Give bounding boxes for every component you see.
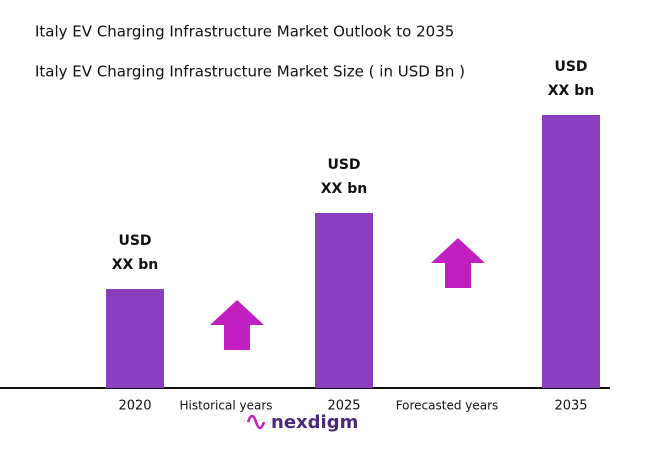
x-tick-label: 2025 bbox=[327, 399, 360, 414]
value-label: USD XX bn bbox=[547, 59, 595, 99]
bar bbox=[106, 289, 164, 388]
value-label: USD XX bn bbox=[320, 157, 368, 197]
value-label: USD XX bn bbox=[111, 233, 159, 273]
annotation: Historical years bbox=[179, 399, 272, 413]
x-tick-label: 2020 bbox=[118, 399, 151, 414]
logo: nexdigm bbox=[271, 412, 358, 433]
arrow bbox=[210, 300, 264, 350]
bar bbox=[542, 115, 600, 388]
bar bbox=[315, 213, 373, 388]
logo-icon bbox=[246, 414, 266, 430]
annotation: Forecasted years bbox=[396, 399, 499, 413]
x-tick-label: 2035 bbox=[554, 399, 587, 414]
arrow bbox=[431, 238, 485, 288]
chart-subtitle: Italy EV Charging Infrastructure Market … bbox=[35, 63, 465, 81]
chart-title: Italy EV Charging Infrastructure Market … bbox=[35, 23, 454, 41]
